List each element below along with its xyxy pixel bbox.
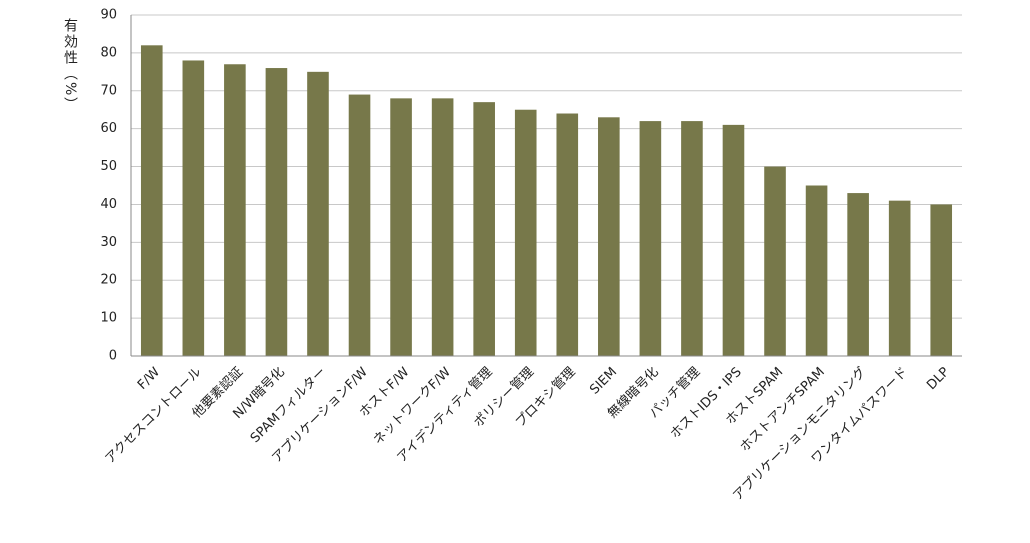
y-axis-label: 有効性（%）	[62, 18, 78, 113]
bar	[681, 121, 703, 356]
x-tick-label: DLP	[924, 365, 952, 393]
y-tick-label: 70	[100, 83, 117, 98]
bar	[639, 121, 662, 356]
bar	[224, 64, 246, 356]
bar	[390, 98, 412, 356]
bar	[265, 68, 288, 357]
bar	[431, 98, 454, 356]
bar	[348, 94, 371, 357]
y-tick-label: 0	[109, 349, 117, 364]
bar	[764, 166, 786, 356]
bar	[182, 60, 205, 356]
y-tick-label: 90	[100, 8, 117, 23]
y-tick-label: 50	[100, 159, 117, 174]
y-tick-label: 10	[100, 311, 117, 326]
x-tick-label: ネットワークF/W	[371, 365, 454, 448]
bar	[307, 71, 329, 356]
bar	[847, 193, 869, 356]
y-tick-label: 30	[100, 235, 117, 250]
bar	[930, 204, 953, 356]
y-tick-label: 80	[100, 45, 117, 60]
bar	[598, 117, 620, 356]
x-tick-label: ホストIDS・IPS	[668, 365, 745, 442]
bar	[556, 113, 579, 356]
bar	[888, 200, 911, 356]
bar	[140, 45, 163, 357]
x-tick-label: F/W	[135, 365, 163, 393]
bar	[514, 109, 537, 356]
bar	[805, 185, 828, 356]
bar	[473, 102, 495, 357]
y-tick-label: 20	[100, 273, 117, 288]
y-tick-label: 40	[100, 197, 117, 212]
bar	[722, 124, 745, 356]
y-tick-label: 60	[100, 121, 117, 136]
x-tick-label: SPAMフィルター	[248, 365, 329, 446]
x-tick-label: SIEM	[587, 365, 620, 398]
